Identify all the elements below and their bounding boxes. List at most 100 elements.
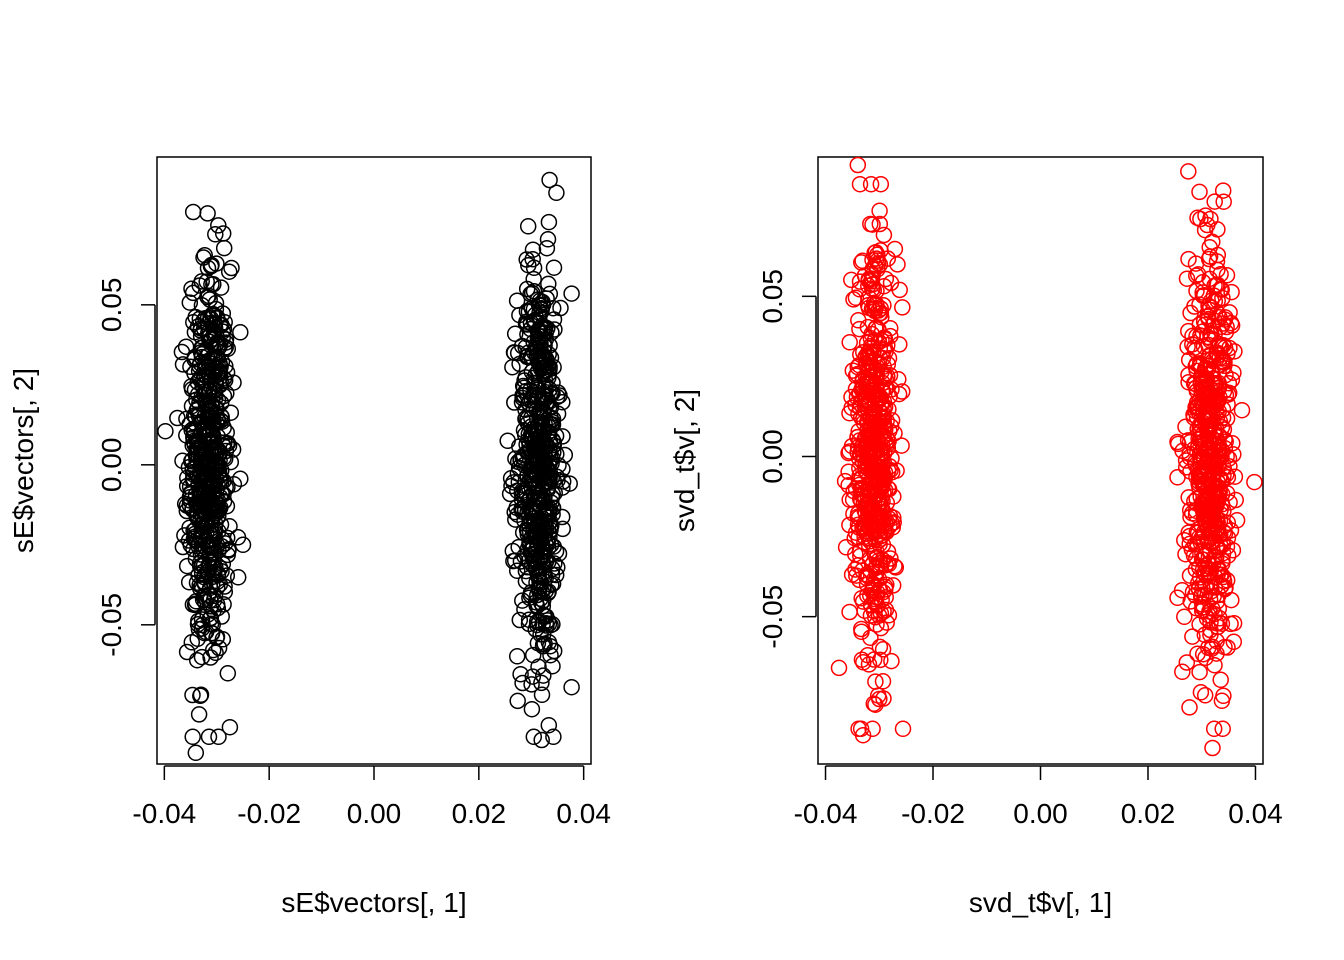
data-point [186, 381, 204, 399]
data-point [543, 489, 561, 506]
data-point [1210, 357, 1228, 374]
x-tick-label: 0.04 [556, 798, 611, 829]
data-point [1197, 546, 1214, 563]
data-point [208, 309, 226, 326]
data-point [543, 324, 560, 341]
data-point [211, 452, 228, 469]
data-point [187, 744, 205, 762]
data-point [876, 330, 894, 348]
data-point [516, 601, 533, 618]
data-point [854, 252, 871, 270]
data-point [864, 576, 881, 594]
data-point [862, 215, 879, 233]
data-point [1199, 439, 1216, 456]
data-point [222, 404, 240, 421]
data-point [1194, 287, 1212, 305]
data-point [1209, 221, 1226, 238]
data-point [836, 472, 854, 490]
data-point [1204, 739, 1221, 757]
data-point [861, 441, 878, 458]
data-point [519, 326, 536, 343]
data-point [849, 516, 867, 534]
data-point [840, 444, 857, 462]
data-point [509, 506, 526, 523]
data-point [530, 658, 547, 676]
data-point [871, 638, 889, 656]
data-point [193, 564, 211, 582]
data-point [209, 565, 227, 583]
data-point [534, 592, 552, 609]
data-point [502, 470, 520, 487]
data-point [858, 392, 875, 409]
data-point [524, 250, 541, 268]
data-point [525, 510, 542, 527]
data-point [845, 291, 862, 308]
x-axis-title: svd_t$v[, 1] [969, 887, 1112, 918]
data-point [1191, 529, 1208, 546]
data-point [505, 474, 522, 491]
data-point [1217, 579, 1234, 596]
data-point [1219, 514, 1237, 531]
data-point [544, 410, 562, 428]
data-point [1233, 401, 1251, 419]
data-point [857, 490, 874, 507]
points [157, 171, 580, 762]
data-point [1202, 614, 1219, 631]
data-point [850, 529, 867, 546]
data-point [183, 280, 200, 297]
data-point [830, 659, 848, 677]
data-point [543, 566, 561, 583]
data-point [215, 239, 233, 257]
data-point [1196, 564, 1214, 581]
data-point [1209, 261, 1226, 279]
data-point [1213, 281, 1230, 298]
data-point [872, 242, 889, 259]
data-point [514, 449, 532, 466]
data-point [1177, 545, 1194, 563]
y-tick-label: -0.05 [757, 585, 788, 649]
data-point [877, 434, 895, 451]
data-point [178, 502, 196, 520]
data-point [525, 728, 543, 746]
data-point [518, 316, 536, 333]
data-point [173, 343, 191, 361]
data-point [540, 524, 558, 542]
data-point [540, 716, 558, 734]
data-point [531, 354, 549, 372]
data-point [1174, 663, 1191, 681]
data-point [544, 499, 562, 517]
data-point [1181, 699, 1198, 716]
data-point [547, 543, 565, 560]
data-point [541, 171, 558, 189]
data-point [1223, 283, 1240, 301]
data-point [548, 184, 565, 202]
data-point [1246, 473, 1263, 491]
data-point [1169, 469, 1186, 486]
data-point [218, 385, 235, 402]
data-point [213, 608, 230, 625]
data-point [538, 239, 556, 257]
data-point [1218, 484, 1236, 502]
data-point [529, 634, 547, 652]
data-point [1206, 193, 1223, 210]
data-point [869, 491, 886, 508]
x-tick-label: 0.04 [1228, 798, 1283, 829]
data-point [867, 696, 884, 713]
data-point [1178, 654, 1196, 671]
data-point [157, 422, 174, 440]
data-point [1189, 645, 1206, 662]
data-point [854, 726, 872, 744]
data-point [861, 354, 879, 372]
data-point [533, 686, 551, 704]
data-point [875, 297, 892, 314]
data-point [518, 486, 535, 503]
data-point [193, 345, 211, 363]
data-point [1219, 469, 1237, 486]
data-point [1202, 543, 1219, 560]
data-point [861, 532, 879, 550]
data-point [1224, 541, 1242, 559]
x-tick-label: -0.04 [794, 798, 858, 829]
data-point [199, 205, 216, 222]
data-point [1187, 358, 1204, 375]
data-point [216, 535, 234, 552]
